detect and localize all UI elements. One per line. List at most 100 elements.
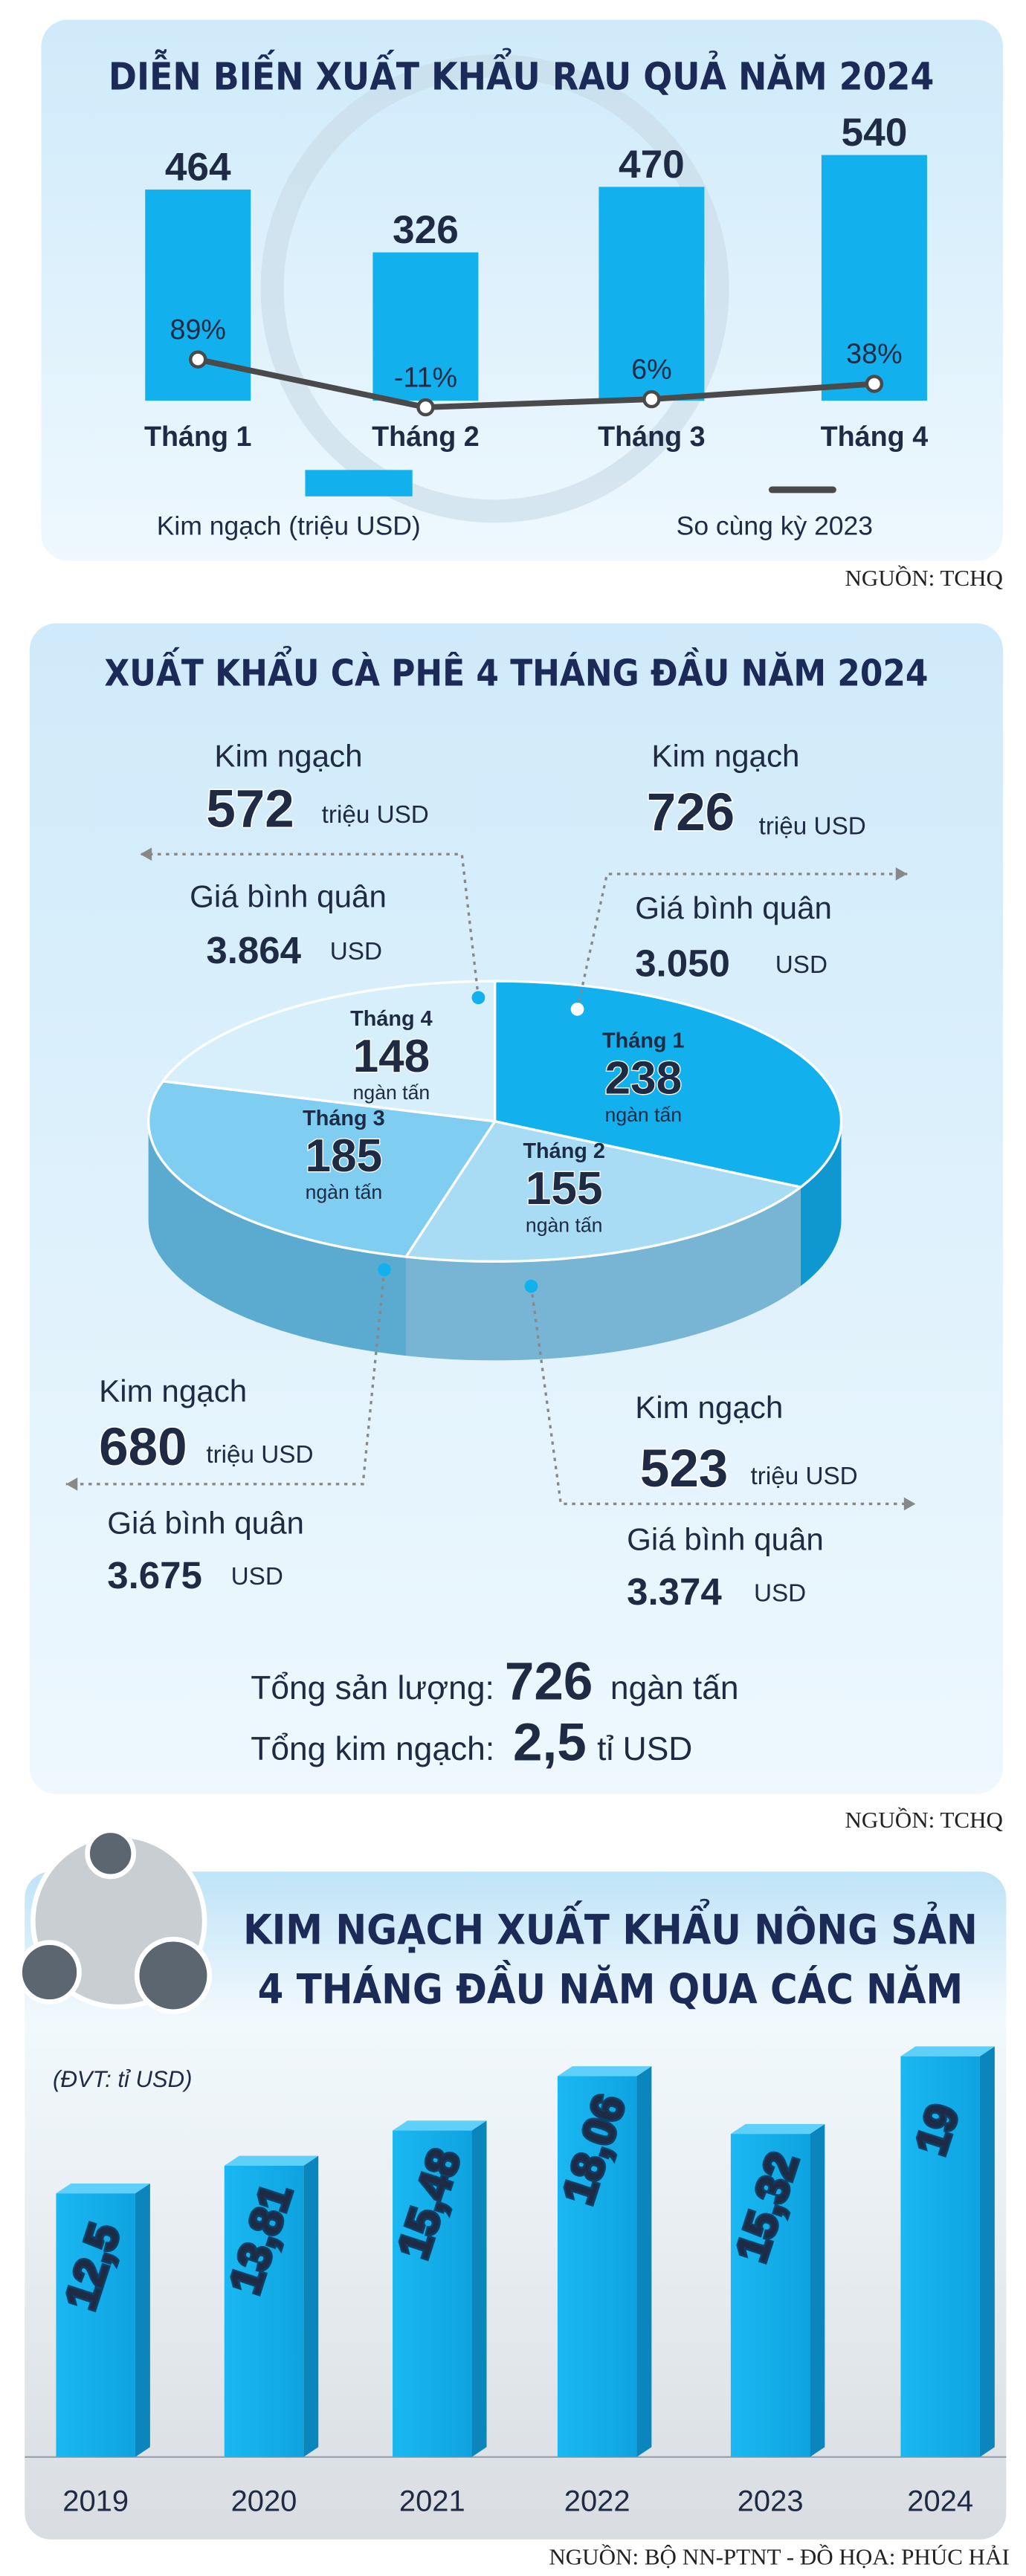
bar-top xyxy=(730,2123,825,2135)
annotation-label: Giá bình quân xyxy=(627,1522,824,1557)
pie-slice xyxy=(147,1080,497,1258)
annotation-value: 3.374 xyxy=(627,1570,722,1613)
arrow-head xyxy=(903,1497,916,1511)
annotation-value: 3.675 xyxy=(107,1554,202,1596)
bar xyxy=(557,2076,637,2457)
slice-value: 155 xyxy=(526,1163,603,1214)
legend-swatch xyxy=(305,470,413,496)
total-value: 726 xyxy=(505,1652,593,1711)
x-tick-label: 2024 xyxy=(907,2485,973,2518)
bar-top xyxy=(557,2066,652,2077)
line-value-label: 89% xyxy=(170,314,226,345)
annotation-value: 3.864 xyxy=(206,929,301,971)
annotation-unit: USD xyxy=(775,951,827,979)
pie-side-shade xyxy=(800,1121,842,1287)
leader-line xyxy=(65,1269,386,1486)
slice-category: Tháng 2 xyxy=(523,1139,605,1163)
marker-dot xyxy=(471,991,485,1005)
slice-unit: ngàn tấn xyxy=(605,1104,683,1126)
annotation-value: 572 xyxy=(206,780,294,839)
bar xyxy=(598,187,705,401)
leader-line xyxy=(529,1286,916,1506)
globe-decoration xyxy=(260,54,729,523)
slice-unit: ngàn tấn xyxy=(353,1081,430,1104)
bar-side xyxy=(471,2120,487,2457)
source: NGUỒN: TCHQ xyxy=(845,564,1003,591)
arrow-head xyxy=(895,867,908,881)
slice-value: 238 xyxy=(604,1053,682,1104)
bar xyxy=(821,155,927,401)
arrow-head xyxy=(65,1477,78,1491)
bar-side xyxy=(636,2066,652,2457)
x-tick-label: 2023 xyxy=(738,2485,804,2518)
bar-top xyxy=(900,2046,995,2056)
annotation-unit: triệu USD xyxy=(206,1441,313,1469)
bar-value-label: 326 xyxy=(393,208,459,252)
annotation-unit: triệu USD xyxy=(759,813,866,841)
total-unit: ngàn tấn xyxy=(610,1670,739,1706)
bar-top xyxy=(56,2183,150,2194)
annotation-value: 523 xyxy=(640,1440,728,1498)
annotation-unit: triệu USD xyxy=(751,1463,858,1490)
line-value-label: -11% xyxy=(394,361,457,392)
legend-label: So cùng kỳ 2023 xyxy=(677,511,873,540)
line-point xyxy=(642,389,661,409)
line-value-label: 6% xyxy=(631,353,672,384)
unit-note: (ĐVT: tỉ USD) xyxy=(53,2066,192,2092)
marker-dot xyxy=(378,1263,391,1277)
line-point xyxy=(189,350,207,369)
slice-category: Tháng 1 xyxy=(602,1029,685,1053)
bar-side xyxy=(979,2046,995,2457)
x-tick-label: Tháng 1 xyxy=(144,421,252,452)
annotation-label: Giá bình quân xyxy=(190,878,387,913)
x-tick-label: 2020 xyxy=(231,2485,297,2518)
chart-title: 4 THÁNG ĐẦU NĂM QUA CÁC NĂM xyxy=(258,1960,964,2013)
pie-slice xyxy=(161,980,497,1123)
annotation-label: Kim ngạch xyxy=(99,1373,247,1408)
annotation-unit: USD xyxy=(231,1563,283,1590)
bar xyxy=(224,2165,304,2457)
bar xyxy=(372,252,479,401)
pie-side-shade xyxy=(405,1187,801,1361)
legend-label: Kim ngạch (triệu USD) xyxy=(157,511,421,540)
total-value: 2,5 xyxy=(513,1713,587,1772)
bar xyxy=(900,2056,980,2457)
bar-value-label: 540 xyxy=(841,111,907,155)
source: NGUỒN: TCHQ xyxy=(845,1806,1003,1833)
annotation-value: 726 xyxy=(647,783,735,842)
x-tick-label: 2019 xyxy=(62,2485,129,2518)
annotation-label: Kim ngạch xyxy=(651,739,799,774)
chart-title: DIỄN BIẾN XUẤT KHẨU RAU QUẢ NĂM 2024 xyxy=(109,47,935,99)
marker-dot xyxy=(524,1279,538,1293)
panel xyxy=(41,19,1003,561)
annotation-label: Giá bình quân xyxy=(635,890,832,925)
total-label: Tổng sản lượng: xyxy=(251,1670,494,1706)
line xyxy=(197,356,875,410)
slice-unit: ngàn tấn xyxy=(306,1181,383,1203)
pie-side-shade xyxy=(148,1121,406,1356)
pie-side xyxy=(800,1121,842,1287)
pie-side xyxy=(405,1187,801,1361)
annotation-value: 3.050 xyxy=(635,942,730,985)
chart-title: KIM NGẠCH XUẤT KHẨU NÔNG SẢN xyxy=(243,1899,978,1954)
bar-side xyxy=(303,2155,319,2457)
total-unit: tỉ USD xyxy=(597,1731,692,1767)
x-tick-label: 2021 xyxy=(399,2485,465,2518)
annotation-label: Giá bình quân xyxy=(107,1505,304,1540)
x-tick-label: Tháng 3 xyxy=(598,421,706,452)
bar-side xyxy=(135,2183,150,2457)
bar-side xyxy=(810,2123,825,2457)
arrow-head xyxy=(140,847,152,861)
bar-value-label: 470 xyxy=(619,143,685,187)
line-point xyxy=(416,398,435,417)
globe-icon xyxy=(17,1828,213,2015)
annotation-unit: USD xyxy=(754,1579,806,1607)
slice-unit: ngàn tấn xyxy=(526,1214,603,1236)
pie-slice xyxy=(493,980,843,1189)
x-tick-label: Tháng 2 xyxy=(372,421,480,452)
slice-category: Tháng 4 xyxy=(350,1007,433,1031)
source: NGUỒN: BỘ NN-PTNT - ĐỒ HỌA: PHÚC HẢI xyxy=(549,2543,1010,2570)
annotation-unit: USD xyxy=(330,938,382,965)
bar xyxy=(56,2193,135,2457)
